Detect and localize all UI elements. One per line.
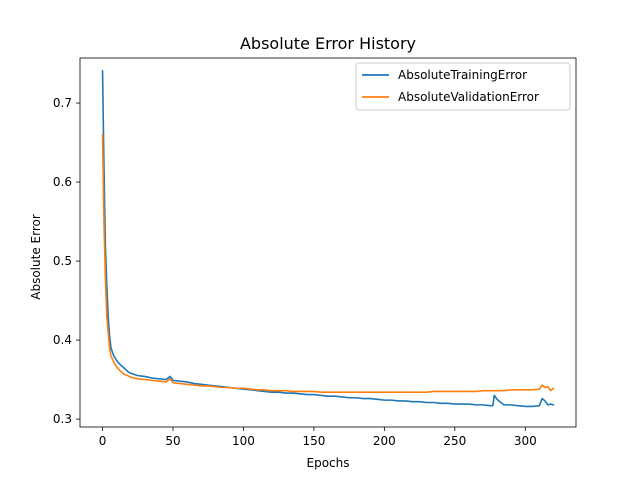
legend: AbsoluteTrainingError AbsoluteValidation… <box>355 62 571 111</box>
plot-area-group: 0 50 100 150 200 250 300 0.3 0.4 0.5 0.6 0.7 <box>53 57 577 448</box>
y-tick-label: 0.7 <box>53 96 72 110</box>
y-tick-label: 0.3 <box>53 412 72 426</box>
x-tick-label: 0 <box>99 434 107 448</box>
x-axis: 0 50 100 150 200 250 300 <box>99 427 537 448</box>
series-line-training <box>101 69 555 408</box>
series-line-validation <box>101 133 555 394</box>
y-tick-label: 0.6 <box>53 175 72 189</box>
chart-title: Absolute Error History <box>240 34 416 53</box>
x-tick-label: 200 <box>373 434 396 448</box>
y-tick-label: 0.5 <box>53 254 72 268</box>
x-tick-label: 250 <box>443 434 466 448</box>
x-tick-label: 300 <box>514 434 537 448</box>
y-axis-label: Absolute Error <box>29 214 43 300</box>
legend-label-training: AbsoluteTrainingError <box>398 68 527 82</box>
legend-box <box>355 62 571 111</box>
x-tick-label: 50 <box>165 434 180 448</box>
x-tick-label: 100 <box>232 434 255 448</box>
series-group <box>101 69 555 408</box>
legend-label-validation: AbsoluteValidationError <box>398 90 539 104</box>
x-tick-label: 150 <box>302 434 325 448</box>
x-axis-label: Epochs <box>307 456 350 470</box>
plot-frame <box>79 57 577 428</box>
y-axis: 0.3 0.4 0.5 0.6 0.7 <box>53 96 80 426</box>
y-tick-label: 0.4 <box>53 333 72 347</box>
